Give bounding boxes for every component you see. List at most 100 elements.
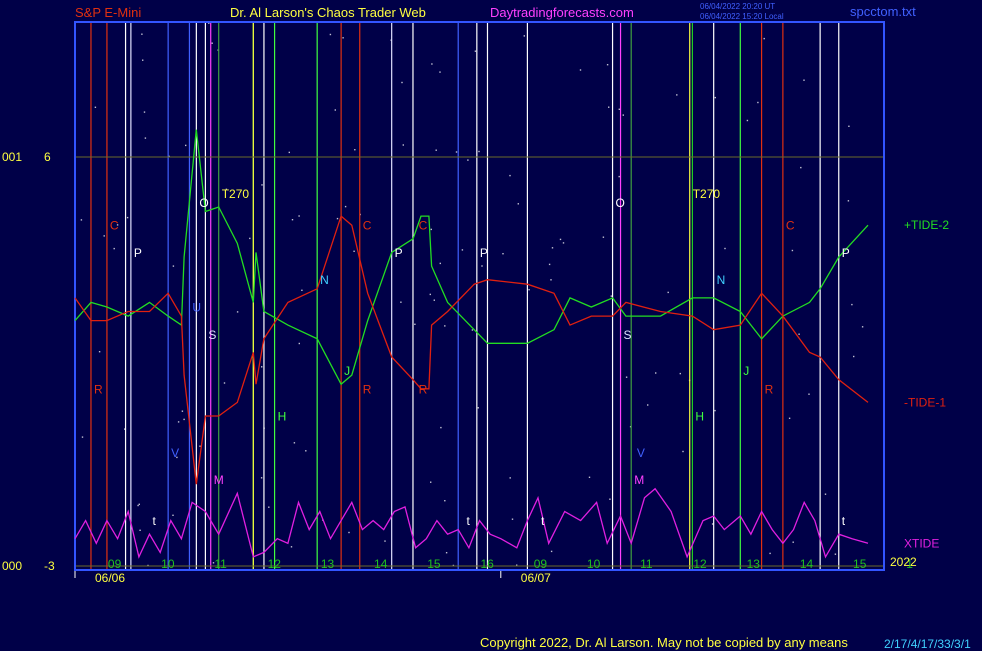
- star-dot: [551, 247, 554, 249]
- star-dot: [211, 42, 213, 44]
- annotation-label: t: [842, 514, 846, 528]
- y-tick-left: 000: [2, 559, 22, 573]
- star-dot: [763, 37, 765, 40]
- star-dot: [141, 33, 143, 35]
- star-dot: [714, 96, 716, 99]
- star-dot: [516, 564, 518, 566]
- star-dot: [199, 445, 201, 447]
- star-dot: [144, 137, 147, 139]
- annotation-label: O: [199, 196, 208, 210]
- annotation-label: S: [624, 328, 632, 342]
- star-dot: [298, 215, 300, 217]
- star-dot: [477, 407, 479, 409]
- star-dot: [236, 311, 239, 313]
- star-dot: [509, 174, 511, 177]
- star-dot: [301, 289, 303, 291]
- star-dot: [848, 125, 850, 127]
- star-dot: [384, 540, 386, 542]
- star-dot: [433, 299, 435, 301]
- star-dot: [94, 106, 97, 108]
- star-dot: [334, 109, 336, 111]
- star-dot: [298, 342, 300, 345]
- annotation-label: C: [110, 219, 119, 233]
- annotation-label: H: [695, 410, 704, 424]
- star-dot: [185, 144, 187, 147]
- star-dot: [342, 37, 344, 39]
- star-dot: [618, 175, 620, 178]
- star-dot: [116, 224, 119, 226]
- star-dot: [401, 81, 403, 84]
- annotation-label: C: [786, 219, 795, 233]
- site-link[interactable]: Daytradingforecasts.com: [490, 5, 634, 20]
- star-dot: [676, 94, 678, 96]
- annotation-label: t: [153, 514, 157, 528]
- x-tick-label: 14: [374, 557, 388, 571]
- star-dot: [517, 203, 519, 205]
- x-tick-label: 12: [693, 557, 707, 571]
- axis-group: 001 6 000 -3 09 10 11 12 13 14 15 16 09 10 11 12 13 14 15 1…: [2, 150, 917, 585]
- star-dot: [305, 450, 307, 452]
- x-tick-label: 15: [853, 557, 867, 571]
- grid-lines: [75, 156, 884, 567]
- star-dot: [800, 166, 802, 169]
- annotation-label: N: [320, 273, 329, 287]
- star-dot: [622, 114, 624, 116]
- star-dot: [429, 293, 431, 296]
- star-dot: [655, 372, 657, 374]
- annotation-label: T270: [693, 187, 721, 201]
- star-dot: [168, 155, 170, 158]
- star-dot: [348, 531, 350, 534]
- x-tick-label: 10: [161, 557, 175, 571]
- star-dot: [618, 108, 620, 110]
- star-dot: [550, 279, 552, 281]
- star-dot: [181, 410, 184, 412]
- star-dot: [606, 64, 609, 66]
- star-dot: [440, 426, 442, 429]
- star-dot: [682, 450, 684, 453]
- time-local: 06/04/2022 15:20 Local: [700, 12, 784, 21]
- star-dot: [803, 79, 805, 81]
- series-label: XTIDE: [904, 536, 939, 550]
- star-dot: [142, 59, 144, 61]
- star-dot: [400, 301, 402, 303]
- x-tick-label: 1: [906, 557, 913, 571]
- star-dot: [268, 506, 270, 508]
- star-dot: [471, 329, 474, 331]
- star-dot: [625, 376, 628, 378]
- annotation-label: P: [842, 246, 850, 260]
- star-dot: [124, 428, 126, 430]
- x-tick-label: 16: [480, 557, 494, 571]
- x-tick-label: 12: [268, 557, 282, 571]
- annotation-label: H: [278, 410, 287, 424]
- star-dot: [172, 514, 174, 516]
- marker-lines: [90, 22, 840, 570]
- copyright: Copyright 2022, Dr. Al Larson. May not b…: [480, 635, 848, 650]
- annotation-label: R: [765, 382, 774, 396]
- star-dot: [291, 219, 294, 221]
- star-dot: [608, 106, 610, 108]
- annotation-label: M: [214, 473, 224, 487]
- star-dot: [138, 503, 140, 505]
- star-dot: [414, 323, 416, 325]
- star-dot: [528, 289, 530, 291]
- time-ut: 06/04/2022 20:20 UT: [700, 2, 776, 11]
- star-dot: [847, 200, 850, 202]
- series-label: -TIDE-1: [904, 395, 946, 409]
- annotation-label: S: [208, 328, 216, 342]
- series-label: +TIDE-2: [904, 218, 949, 232]
- star-dot: [808, 393, 810, 395]
- star-dot: [478, 150, 480, 153]
- star-dot: [679, 372, 681, 375]
- star-dot: [824, 493, 827, 495]
- annotation-label: P: [480, 246, 488, 260]
- annotation-label: N: [717, 273, 726, 287]
- plot-frame: [74, 21, 885, 571]
- annotation-label: O: [616, 196, 625, 210]
- star-dot: [329, 33, 332, 36]
- series-line: [74, 487, 869, 559]
- annotation-label: C: [419, 219, 428, 233]
- annotation-label: V: [171, 446, 179, 460]
- series-group: +TIDE-2 -TIDE-1 XTIDE: [74, 129, 949, 559]
- annotation-label: M: [634, 473, 644, 487]
